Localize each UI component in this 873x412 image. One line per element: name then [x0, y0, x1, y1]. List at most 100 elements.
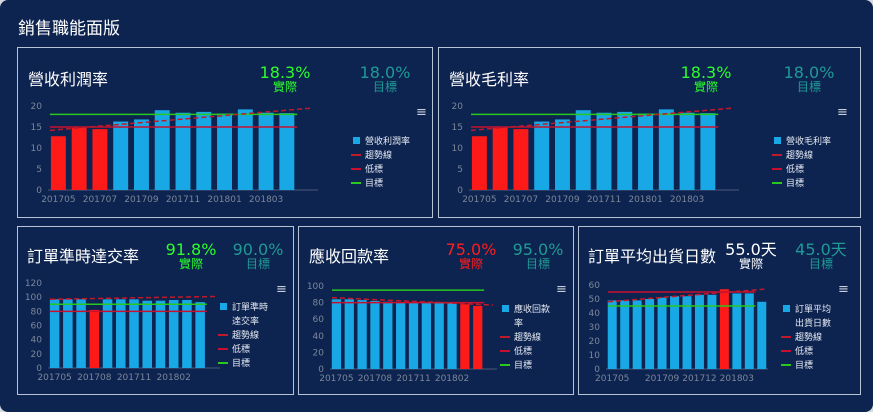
- legend-label[interactable]: 目標: [232, 357, 250, 369]
- y-tick-label: 20: [452, 102, 464, 112]
- legend-label[interactable]: 目標: [514, 359, 532, 371]
- bar[interactable]: [513, 129, 529, 190]
- legend-label[interactable]: 趨勢線: [514, 331, 541, 343]
- bar[interactable]: [670, 296, 680, 369]
- bar[interactable]: [657, 297, 667, 369]
- bar[interactable]: [408, 302, 419, 369]
- bar[interactable]: [757, 301, 767, 369]
- legend-label[interactable]: 訂單平均: [795, 303, 831, 315]
- kpi-target-label: 目標: [525, 257, 550, 271]
- bar[interactable]: [63, 299, 73, 368]
- bar[interactable]: [50, 136, 66, 190]
- y-tick-label: 0: [457, 186, 463, 196]
- bar[interactable]: [682, 296, 692, 369]
- bar[interactable]: [175, 112, 191, 190]
- bar[interactable]: [473, 305, 483, 369]
- chart-menu-icon[interactable]: ≡: [837, 105, 848, 120]
- legend-label[interactable]: 低標: [514, 345, 532, 357]
- bar[interactable]: [596, 112, 612, 190]
- bar[interactable]: [658, 109, 674, 190]
- bar[interactable]: [155, 300, 166, 368]
- bar[interactable]: [129, 299, 139, 368]
- bar[interactable]: [154, 110, 170, 190]
- bar[interactable]: [434, 302, 444, 369]
- bar[interactable]: [460, 304, 470, 369]
- bar[interactable]: [534, 121, 550, 190]
- bar[interactable]: [575, 110, 591, 190]
- legend-label[interactable]: 營收毛利率: [786, 135, 831, 147]
- bar[interactable]: [632, 300, 642, 369]
- legend-label[interactable]: 趨勢線: [365, 149, 392, 161]
- bar[interactable]: [421, 302, 431, 369]
- bar[interactable]: [447, 302, 457, 369]
- bar[interactable]: [71, 127, 87, 190]
- kpi-target: 18.0% 目標: [776, 64, 842, 94]
- legend-label[interactable]: 達交率: [232, 315, 259, 327]
- bar[interactable]: [116, 299, 126, 368]
- legend-label[interactable]: 低標: [786, 163, 804, 175]
- legend-label[interactable]: 低標: [795, 345, 813, 357]
- kpi-target-label: 目標: [245, 257, 270, 271]
- bar[interactable]: [195, 302, 205, 368]
- legend-label[interactable]: 低標: [365, 163, 383, 175]
- chart-menu-icon[interactable]: ≡: [556, 282, 567, 297]
- bar[interactable]: [383, 301, 393, 369]
- kpi-actual-label: 實際: [738, 257, 763, 271]
- bar[interactable]: [492, 127, 508, 190]
- legend-label[interactable]: 趨勢線: [232, 329, 259, 341]
- bar[interactable]: [744, 293, 754, 369]
- bar[interactable]: [370, 300, 380, 369]
- chart-menu-icon[interactable]: ≡: [838, 282, 849, 297]
- legend-label[interactable]: 率: [514, 317, 523, 329]
- bar[interactable]: [92, 129, 108, 190]
- bar[interactable]: [258, 112, 274, 190]
- bar[interactable]: [237, 109, 253, 190]
- legend-label[interactable]: 目標: [795, 359, 813, 371]
- legend-label[interactable]: 趨勢線: [795, 331, 822, 343]
- bar[interactable]: [196, 111, 212, 190]
- bar[interactable]: [168, 300, 179, 368]
- legend-label[interactable]: 應收回款: [514, 303, 550, 315]
- legend-label[interactable]: 營收利潤率: [365, 135, 410, 147]
- bar[interactable]: [142, 300, 152, 368]
- bar[interactable]: [396, 302, 406, 369]
- bar[interactable]: [76, 299, 86, 368]
- x-tick-label: 201709: [124, 195, 159, 205]
- bar[interactable]: [217, 113, 233, 190]
- bar[interactable]: [344, 299, 354, 369]
- bar[interactable]: [49, 299, 60, 368]
- trend-line: [470, 107, 733, 132]
- kpi-actual-value: 91.8%: [165, 240, 217, 259]
- bar[interactable]: [620, 300, 630, 369]
- trend-line: [331, 296, 494, 306]
- bar[interactable]: [471, 136, 487, 190]
- bar[interactable]: [357, 300, 367, 369]
- kpi-target-label: 目標: [796, 80, 821, 94]
- legend-label[interactable]: 趨勢線: [786, 149, 813, 161]
- bar[interactable]: [102, 299, 113, 368]
- bar[interactable]: [679, 112, 695, 190]
- bar[interactable]: [113, 121, 129, 190]
- bar[interactable]: [694, 294, 704, 369]
- bar[interactable]: [607, 300, 617, 369]
- chart-menu-icon[interactable]: ≡: [276, 282, 287, 297]
- bar[interactable]: [554, 119, 570, 190]
- bar[interactable]: [645, 299, 655, 369]
- bar[interactable]: [707, 294, 717, 369]
- bar[interactable]: [638, 113, 654, 190]
- bar[interactable]: [133, 119, 149, 190]
- bar[interactable]: [732, 293, 742, 369]
- chart-menu-icon[interactable]: ≡: [416, 105, 427, 120]
- bar[interactable]: [617, 111, 633, 190]
- bar[interactable]: [331, 299, 342, 369]
- legend-label[interactable]: 低標: [232, 343, 250, 355]
- legend-label[interactable]: 目標: [365, 177, 383, 189]
- legend-label[interactable]: 目標: [786, 177, 804, 189]
- bar[interactable]: [719, 289, 729, 369]
- legend-label[interactable]: 出貨日數: [795, 317, 831, 329]
- legend-label[interactable]: 訂單準時: [232, 301, 268, 313]
- bar[interactable]: [89, 309, 100, 368]
- bar[interactable]: [700, 113, 716, 190]
- bar[interactable]: [182, 300, 192, 368]
- bar[interactable]: [279, 113, 295, 190]
